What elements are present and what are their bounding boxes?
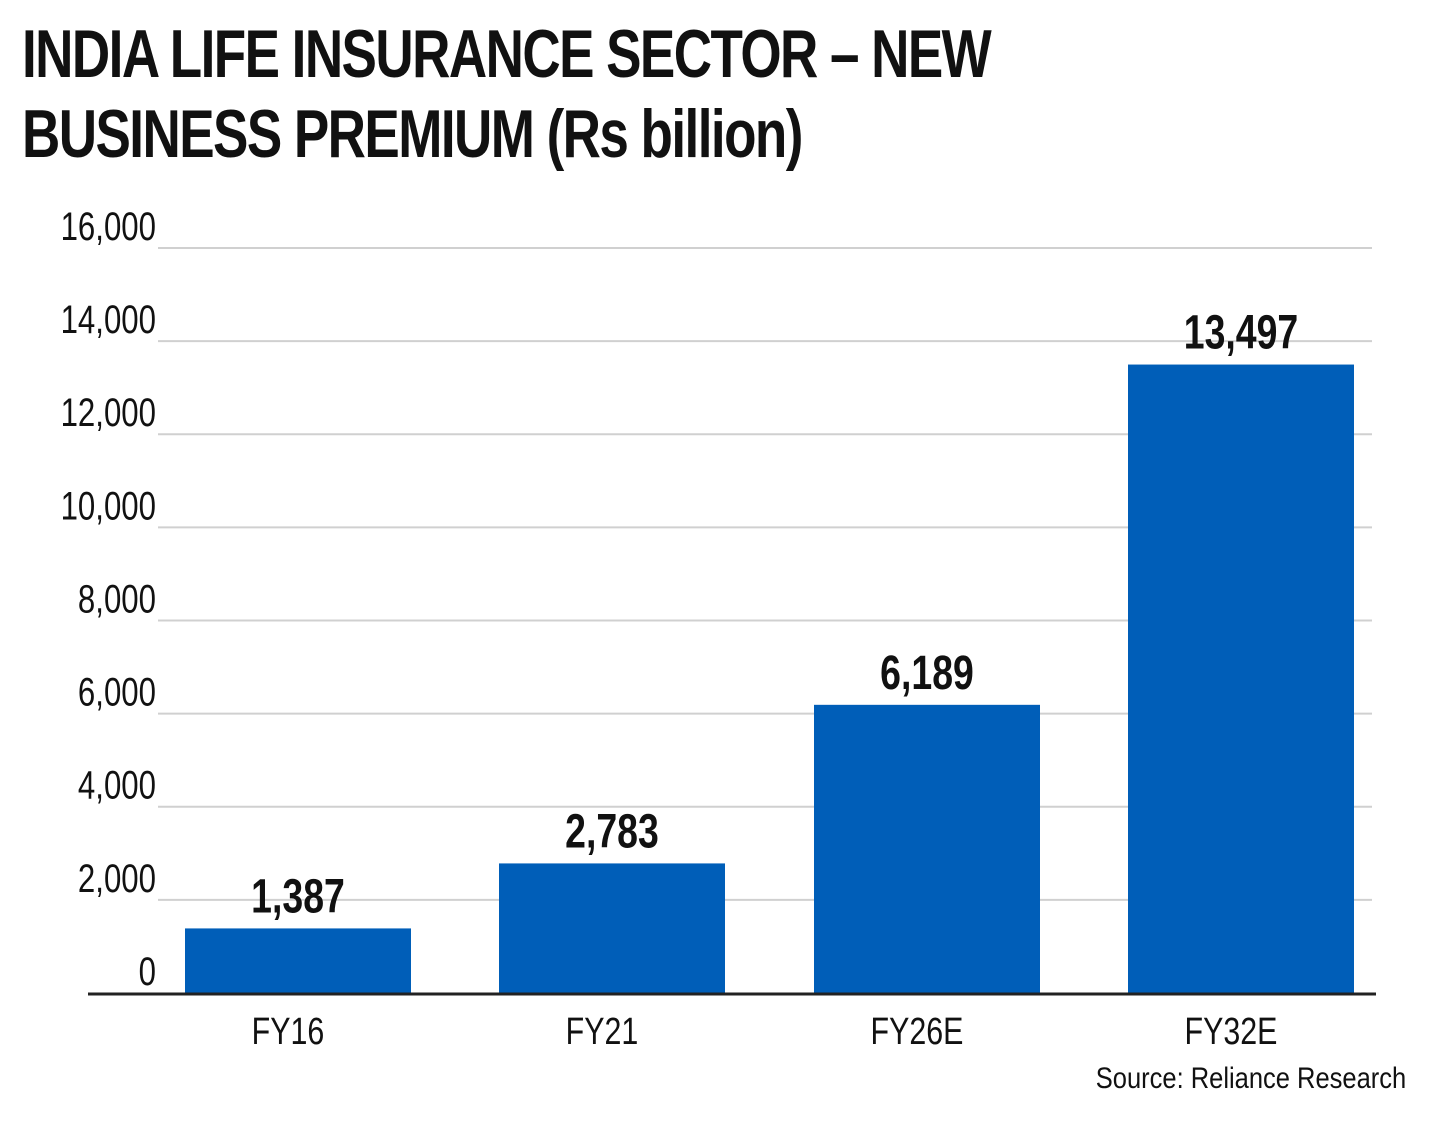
y-tick-label: 2,000 xyxy=(78,856,156,901)
bar-fy32e xyxy=(1128,364,1354,994)
x-axis-ticks: FY16 FY21 FY26E FY32E xyxy=(252,1011,1278,1053)
bar-fy21 xyxy=(499,863,725,993)
y-axis-ticks: 0 2,000 4,000 6,000 8,000 10,000 12,000 14,000 1… xyxy=(61,204,156,994)
y-tick-label: 4,000 xyxy=(78,763,156,808)
x-tick-label: FY32E xyxy=(1185,1011,1278,1053)
y-tick-label: 14,000 xyxy=(61,297,156,342)
bar-fy16 xyxy=(185,928,411,993)
chart-title: INDIA LIFE INSURANCE SECTOR – NEW BUSINE… xyxy=(22,16,992,172)
data-label: 1,387 xyxy=(251,870,345,924)
data-label: 2,783 xyxy=(565,805,659,859)
y-tick-label: 8,000 xyxy=(78,577,156,622)
y-tick-label: 16,000 xyxy=(61,204,156,249)
y-tick-label: 12,000 xyxy=(61,391,156,436)
data-label: 13,497 xyxy=(1184,306,1298,360)
y-tick-label: 10,000 xyxy=(61,484,156,529)
x-tick-label: FY21 xyxy=(566,1011,639,1053)
x-tick-label: FY16 xyxy=(252,1011,325,1053)
y-tick-label: 6,000 xyxy=(78,670,156,715)
x-tick-label: FY26E xyxy=(871,1011,964,1053)
y-tick-label: 0 xyxy=(139,949,156,994)
bars xyxy=(185,364,1354,994)
source-note: Source: Reliance Research xyxy=(1095,1062,1406,1095)
data-labels: 1,387 2,783 6,189 13,497 xyxy=(251,306,1298,923)
data-label: 6,189 xyxy=(880,646,974,700)
bar-fy26e xyxy=(814,704,1040,993)
